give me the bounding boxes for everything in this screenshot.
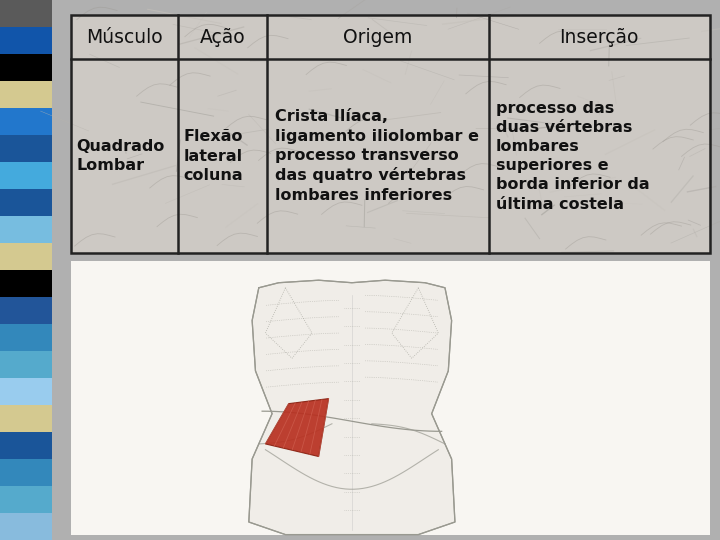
Text: Inserção: Inserção	[559, 28, 639, 47]
Bar	[0, 486, 52, 513]
Bar	[0, 216, 52, 243]
Bar	[0, 189, 52, 216]
Text: processo das
duas vértebras
lombares
superiores e
borda inferior da
última coste: processo das duas vértebras lombares sup…	[496, 100, 649, 212]
Text: Crista Ilíaca,
ligamento iliolombar e
processo transverso
das quatro vértebras
l: Crista Ilíaca, ligamento iliolombar e pr…	[275, 110, 479, 202]
Bar	[0, 27, 52, 54]
Bar	[0, 0, 52, 27]
Bar	[0, 378, 52, 405]
Bar	[71, 15, 710, 253]
Bar	[0, 108, 52, 135]
Bar	[0, 513, 52, 540]
Bar	[0, 459, 52, 486]
Bar	[0, 432, 52, 459]
Bar	[0, 81, 52, 108]
Text: Origem: Origem	[343, 28, 413, 47]
Bar	[0, 54, 52, 81]
Bar	[71, 261, 710, 535]
Bar	[0, 324, 52, 351]
Text: Músculo: Músculo	[86, 28, 163, 47]
Bar	[0, 162, 52, 189]
Polygon shape	[266, 399, 328, 456]
Text: Quadrado
Lombar: Quadrado Lombar	[76, 139, 165, 173]
Bar	[0, 405, 52, 432]
Bar	[0, 351, 52, 378]
Text: Ação: Ação	[200, 28, 246, 47]
Text: Flexão
lateral
coluna: Flexão lateral coluna	[184, 130, 243, 183]
Bar	[0, 297, 52, 324]
Bar	[0, 243, 52, 270]
Bar	[0, 270, 52, 297]
Bar	[71, 15, 710, 253]
Bar	[0, 135, 52, 162]
Polygon shape	[249, 280, 455, 535]
